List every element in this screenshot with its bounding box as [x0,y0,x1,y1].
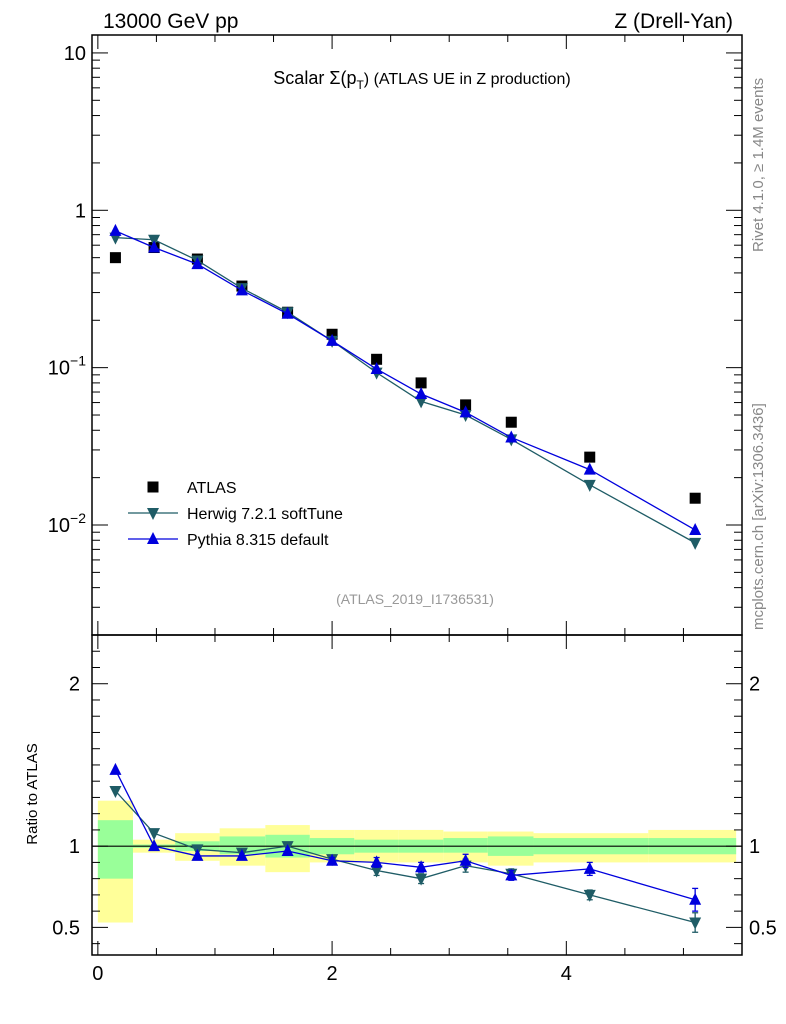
legend-label: ATLAS [187,480,237,497]
ratio-panel: 0 2 4 2 2 1 1 0.5 0.5 Ratio to ATLAS [24,634,777,985]
data-point [370,362,383,375]
data-point [505,430,518,443]
data-point [689,537,702,550]
data-point [235,283,248,296]
ratio-y-tick-label-right: 2 [749,674,760,696]
data-point [326,333,339,346]
ratio-point [191,848,204,861]
ratio-point [583,861,596,874]
main-plot-area [109,223,702,550]
data-point [460,399,472,411]
ratio-point [689,917,702,930]
ratio-point [148,839,161,852]
ratio-series-line [114,769,696,901]
ratio-point [415,873,428,886]
data-point [415,396,428,409]
ratio-point [583,889,596,902]
series-line [115,237,696,544]
ratio-point [415,860,428,873]
ratio-point [235,848,248,861]
ratio-axes: 0 2 4 2 2 1 1 0.5 0.5 [52,635,777,985]
source-label: mcplots.cern.ch [arXiv:1306.3436] [750,403,767,630]
x-tick-label: 2 [327,963,338,985]
data-point [689,492,701,504]
data-point [583,462,596,475]
ratio-y-tick-label: 0.5 [52,917,80,939]
data-point [689,522,702,535]
data-point [459,405,472,418]
title-prefix: Scalar Σ(p [273,68,356,88]
y-tick-mantissa: 10 [48,515,70,537]
stat-uncertainty-band [97,820,133,879]
ratio-point [370,855,383,868]
data-point [109,223,122,236]
data-point [191,257,204,270]
ratio-point [326,853,339,866]
y-tick-label: 1 [75,200,86,222]
data-point [583,479,596,492]
legend-marker [147,508,159,520]
ratio-point [109,762,122,775]
ratio-point [505,868,518,881]
beam-label: 13000 GeV pp [103,10,238,33]
legend-label: Pythia 8.315 default [187,532,329,549]
y-tick-exponent: −1 [70,353,86,369]
ratio-y-tick-label: 2 [69,674,80,696]
data-point [109,252,121,264]
ratio-y-tick-label-right: 0.5 [749,917,777,939]
process-label: Z (Drell-Yan) [614,10,733,33]
ratio-point [109,785,122,798]
ratio-frame [91,634,743,956]
series-line [115,230,696,531]
y-tick-label: 10−1 [48,353,86,380]
data-point [371,353,383,365]
ratio-ylabel: Ratio to ATLAS [24,743,41,844]
ratio-point [689,892,702,905]
y-tick-mantissa: 1 [75,200,86,222]
stat-uncertainty-band [219,836,266,855]
legend: ATLAS Herwig 7.2.1 softTune Pythia 8.315 d… [128,480,343,549]
y-tick-mantissa: 10 [64,43,86,65]
y-tick-mantissa: 10 [48,358,70,380]
ratio-series-line [114,790,696,924]
ratio-plot-area [92,762,742,933]
data-point [505,416,517,428]
data-point [281,306,294,319]
ratio-point [281,844,294,857]
legend-label: Herwig 7.2.1 softTune [187,506,343,523]
ratio-y-tick-label-right: 1 [749,836,760,858]
ratio-y-tick-label: 1 [69,836,80,858]
analysis-id: (ATLAS_2019_I1736531) [336,591,494,607]
x-tick-label: 0 [92,963,103,985]
stat-uncertainty-band [443,838,488,853]
ratio-point [459,853,472,866]
legend-marker [147,481,159,493]
y-tick-label: 10−2 [48,510,86,537]
title-suffix: ) (ATLAS UE in Z production) [364,71,571,88]
main-title: Scalar Σ(pT) (ATLAS UE in Z production) [273,68,570,92]
data-point [415,377,427,389]
title-subscript: T [356,78,364,92]
rivet-label: Rivet 4.1.0, ≥ 1.4M events [750,78,767,252]
y-tick-exponent: −2 [70,510,86,526]
data-point [415,387,428,400]
data-point [148,240,161,253]
x-tick-label: 4 [561,963,572,985]
ratio-point [370,865,383,878]
legend-marker [147,532,159,544]
y-tick-label: 10 [64,43,86,65]
ratio-point [148,828,161,841]
data-point [584,451,596,463]
